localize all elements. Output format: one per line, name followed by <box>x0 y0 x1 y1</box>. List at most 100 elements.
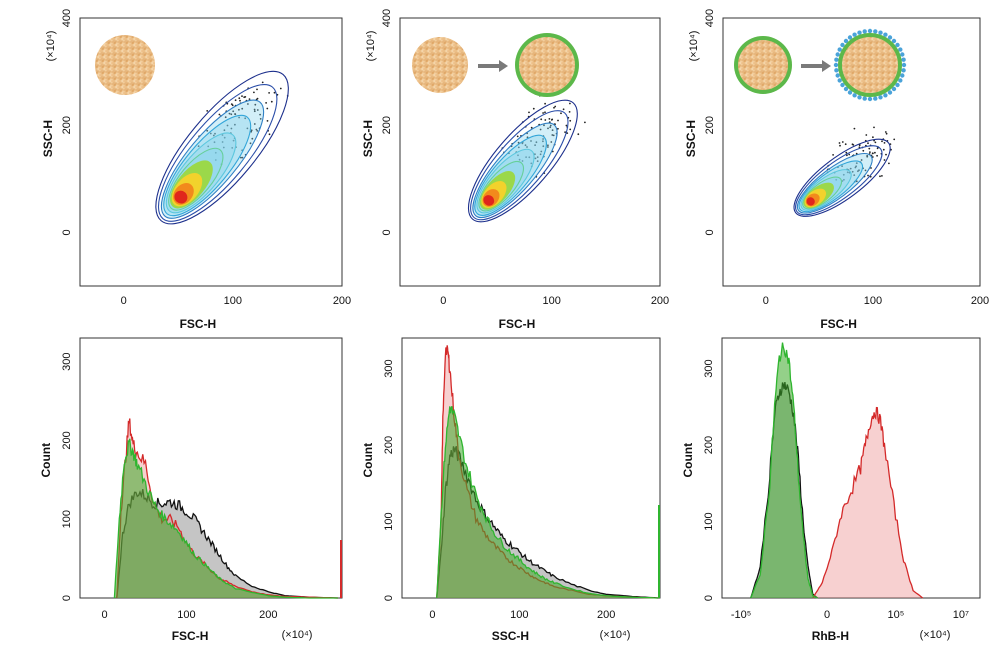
event-dot <box>256 109 259 111</box>
x-tick-label: 0 <box>440 295 446 307</box>
event-dot <box>553 106 555 109</box>
event-dot <box>554 105 557 108</box>
y-axis-unit: (×10⁴) <box>45 31 57 62</box>
event-dot <box>535 141 538 144</box>
nanoparticle-dot-icon <box>847 90 853 95</box>
event-dot <box>231 104 234 107</box>
event-dot <box>266 107 269 110</box>
event-dot <box>845 151 848 154</box>
event-dot <box>544 111 546 114</box>
histogram-line-green <box>750 342 818 599</box>
event-dot <box>261 81 264 84</box>
event-dot <box>231 147 234 149</box>
event-dot <box>871 152 874 155</box>
event-dot <box>273 91 276 94</box>
event-dot <box>569 128 572 131</box>
density-contour <box>157 83 278 222</box>
event-dot <box>259 113 261 116</box>
y-tick-label: 0 <box>381 229 393 235</box>
event-dot <box>893 138 896 141</box>
event-dot <box>855 162 858 165</box>
event-dot <box>879 175 881 178</box>
event-dot <box>542 138 544 140</box>
event-dot <box>881 175 883 177</box>
histogram-fill-green <box>750 342 818 598</box>
density-contour <box>174 190 188 204</box>
nanoparticle-dot-icon <box>878 95 883 100</box>
x-axis-unit: (×10⁴) <box>282 629 313 641</box>
nanoparticle-dot-icon <box>840 42 845 48</box>
histogram-panel-bottom-right: 0 100 200 300 -10⁵ 0 10⁵ 10⁷ RhB-H (×10⁴) Count <box>681 337 981 643</box>
y-tick-label: 100 <box>703 512 715 530</box>
histogram-line-green <box>436 406 659 599</box>
event-dot <box>835 178 838 181</box>
event-dot <box>562 108 565 111</box>
y-tick-label: 200 <box>704 116 716 134</box>
event-dot <box>543 124 545 127</box>
x-axis-label: SSC-H <box>492 629 529 643</box>
event-dot <box>539 153 542 156</box>
x-tick-label: 10⁵ <box>888 609 905 621</box>
nanoparticle-dot-icon <box>867 96 873 102</box>
event-dot <box>584 121 586 124</box>
event-dot <box>241 156 244 159</box>
y-tick-label: 200 <box>61 431 73 449</box>
event-dot <box>240 156 242 159</box>
event-dot <box>884 131 887 133</box>
event-dot <box>876 147 879 150</box>
event-dot <box>234 99 237 102</box>
histogram-fill-green <box>114 438 338 598</box>
event-dot <box>873 126 875 129</box>
event-dot <box>869 151 871 154</box>
event-dot <box>532 107 535 110</box>
y-axis-label: SSC-H <box>41 120 55 157</box>
nanoparticle-dot-icon <box>857 30 862 35</box>
scatter-panel-top-right: 0 200 400 0 100 200 FSC-H SSC-H (×10⁴) <box>684 9 989 331</box>
event-dot <box>238 97 241 100</box>
density-contour <box>793 138 891 217</box>
nanoparticle-dot-icon <box>834 68 839 73</box>
nanoparticle-dot-icon <box>867 28 873 34</box>
event-dot <box>253 123 256 125</box>
x-tick-label: 200 <box>971 295 989 307</box>
event-dot <box>858 146 861 149</box>
event-dot <box>557 119 559 122</box>
event-dot <box>855 180 858 183</box>
event-dot <box>214 159 217 161</box>
event-dot <box>530 162 533 165</box>
event-dot <box>251 137 254 140</box>
y-axis-unit: (×10⁴) <box>688 31 700 62</box>
x-tick-label: 100 <box>864 295 882 307</box>
event-dot <box>544 119 547 121</box>
event-dot <box>866 154 869 157</box>
y-tick-label: 200 <box>61 116 73 134</box>
event-dot <box>550 141 553 143</box>
event-dot <box>867 174 869 177</box>
event-dot <box>230 127 233 130</box>
y-axis-label: Count <box>39 443 53 478</box>
event-dot <box>540 118 543 121</box>
event-dot <box>516 135 519 138</box>
event-dot <box>849 167 852 170</box>
particle-core-icon <box>412 37 468 93</box>
histogram-line-green <box>113 438 338 599</box>
event-dot <box>206 129 209 132</box>
event-dot <box>270 100 273 103</box>
y-tick-label: 0 <box>383 595 395 601</box>
particle-core-icon <box>519 37 575 93</box>
event-dot <box>253 108 256 111</box>
nanoparticle-dot-icon <box>878 30 883 35</box>
event-dot <box>885 132 888 135</box>
event-dot <box>549 124 552 127</box>
x-tick-label: 100 <box>542 295 560 307</box>
event-dot <box>518 158 521 161</box>
y-tick-label: 0 <box>704 229 716 235</box>
event-dot <box>279 87 282 90</box>
nanoparticle-dot-icon <box>835 73 840 78</box>
particle-core-icon <box>738 40 788 90</box>
x-tick-label: -10⁵ <box>731 609 751 621</box>
nanoparticle-dot-icon <box>891 38 897 44</box>
nanoparticle-dot-icon <box>862 96 867 101</box>
nanoparticle-dot-icon <box>843 38 849 44</box>
event-dot <box>839 144 841 147</box>
